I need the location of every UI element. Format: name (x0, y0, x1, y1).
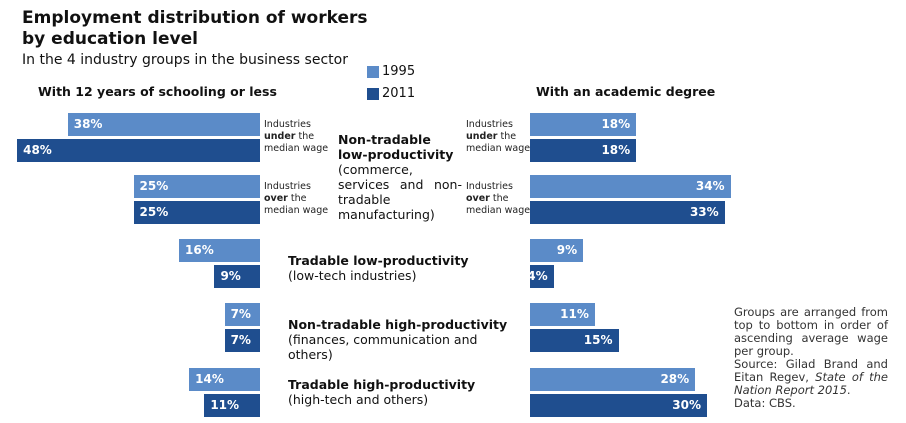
wage-note-text: the (290, 193, 307, 204)
value-label: 9% (220, 269, 241, 283)
bar: 30% (530, 394, 707, 417)
bar: 9% (214, 265, 260, 288)
group-label: Tradable high-productivity (high-tech and… (288, 377, 518, 407)
wage-note-text: the (492, 193, 509, 204)
chart-title: Employment distribution of workers by ed… (22, 8, 368, 49)
wage-note-text: Industries (264, 119, 311, 130)
bar: 28% (530, 368, 696, 391)
group-title: Tradable low-productivity (288, 253, 469, 268)
value-label: 28% (660, 372, 690, 386)
value-label: 25% (139, 205, 169, 219)
wage-note: Industries over the median wage (466, 181, 530, 217)
group-title: Non-tradable high-productivity (288, 317, 508, 332)
wage-note-emph: under (264, 131, 296, 142)
value-label: 4% (527, 269, 548, 283)
bar: 15% (530, 329, 619, 352)
bar: 33% (530, 201, 725, 224)
wage-note-text: Industries (466, 181, 513, 192)
wage-note: Industries under the median wage (466, 119, 530, 155)
value-label: 7% (230, 307, 251, 321)
value-label: 18% (601, 117, 631, 131)
bar: 48% (17, 139, 260, 162)
legend-swatch (367, 88, 379, 100)
group-label: Tradable low-productivity (low-tech indus… (288, 253, 518, 283)
bar: 9% (530, 239, 584, 262)
bar: 4% (527, 265, 554, 288)
bar: 38% (67, 113, 260, 136)
legend-label: 2011 (382, 86, 416, 101)
wage-note-text: the (500, 131, 517, 142)
value-label: 33% (689, 205, 719, 219)
group-note: (high-tech and others) (288, 392, 429, 407)
wage-note-text: median wage (264, 143, 329, 154)
group-note: (low-tech industries) (288, 268, 417, 283)
group-title: Non-tradable low-productivity (338, 132, 454, 162)
wage-note-emph: under (466, 131, 498, 142)
panel-title: With an academic degree (536, 84, 716, 99)
wage-note: Industries over the median wage (264, 181, 328, 217)
bar: 34% (530, 175, 731, 198)
source-end: . (846, 383, 851, 397)
wage-note-text: median wage (466, 143, 531, 154)
wage-note-text: Industries (264, 181, 311, 192)
wage-note-text: the (298, 131, 315, 142)
bar: 25% (133, 175, 260, 198)
value-label: 9% (556, 243, 578, 257)
source: Source: Gilad Brand and Eitan Regev, (734, 357, 888, 384)
value-label: 25% (139, 179, 169, 193)
subtitle: In the 4 industry groups in the business… (22, 52, 348, 68)
value-label: 14% (195, 372, 224, 386)
value-label: 11% (210, 398, 240, 412)
panel-title: With 12 years of schooling or less (38, 84, 277, 99)
footnote: Groups are arranged from top to bottom i… (734, 305, 888, 358)
group-title: Tradable high-productivity (288, 377, 476, 392)
wage-note-text: Industries (466, 119, 513, 130)
value-label: 38% (73, 117, 103, 131)
bar: 16% (179, 239, 260, 262)
wage-note-text: median wage (264, 205, 329, 216)
value-label: 30% (672, 398, 701, 412)
data-note: Data: CBS. (734, 396, 796, 410)
bar: 11% (530, 303, 595, 326)
value-label: 16% (185, 243, 214, 257)
bar: 14% (189, 368, 260, 391)
legend-swatch (367, 66, 379, 78)
wage-note: Industries under the median wage (264, 119, 328, 155)
value-label: 34% (695, 179, 725, 193)
value-label: 48% (23, 143, 52, 157)
group-label: Non-tradable high-productivity (finances,… (288, 317, 523, 362)
group-label: Non-tradable low-productivity (commerce, … (338, 132, 462, 222)
notes: Groups are arranged from top to bottom i… (734, 306, 888, 410)
group-note: (finances, communication and others) (288, 332, 478, 362)
value-label: 18% (601, 143, 631, 157)
bar: 25% (133, 201, 260, 224)
bar: 7% (224, 303, 260, 326)
bar: 7% (224, 329, 260, 352)
value-label: 7% (230, 333, 251, 347)
value-label: 15% (583, 333, 613, 347)
value-label: 11% (560, 307, 589, 321)
group-note: (commerce, services and non-tradable man… (338, 162, 462, 222)
legend-label: 1995 (382, 64, 416, 79)
bar: 18% (530, 113, 637, 136)
wage-note-text: median wage (466, 205, 531, 216)
wage-note-emph: over (264, 193, 288, 204)
bar: 11% (204, 394, 260, 417)
bar: 18% (530, 139, 637, 162)
wage-note-emph: over (466, 193, 490, 204)
publication: State of the Nation Report 2015 (734, 370, 888, 397)
